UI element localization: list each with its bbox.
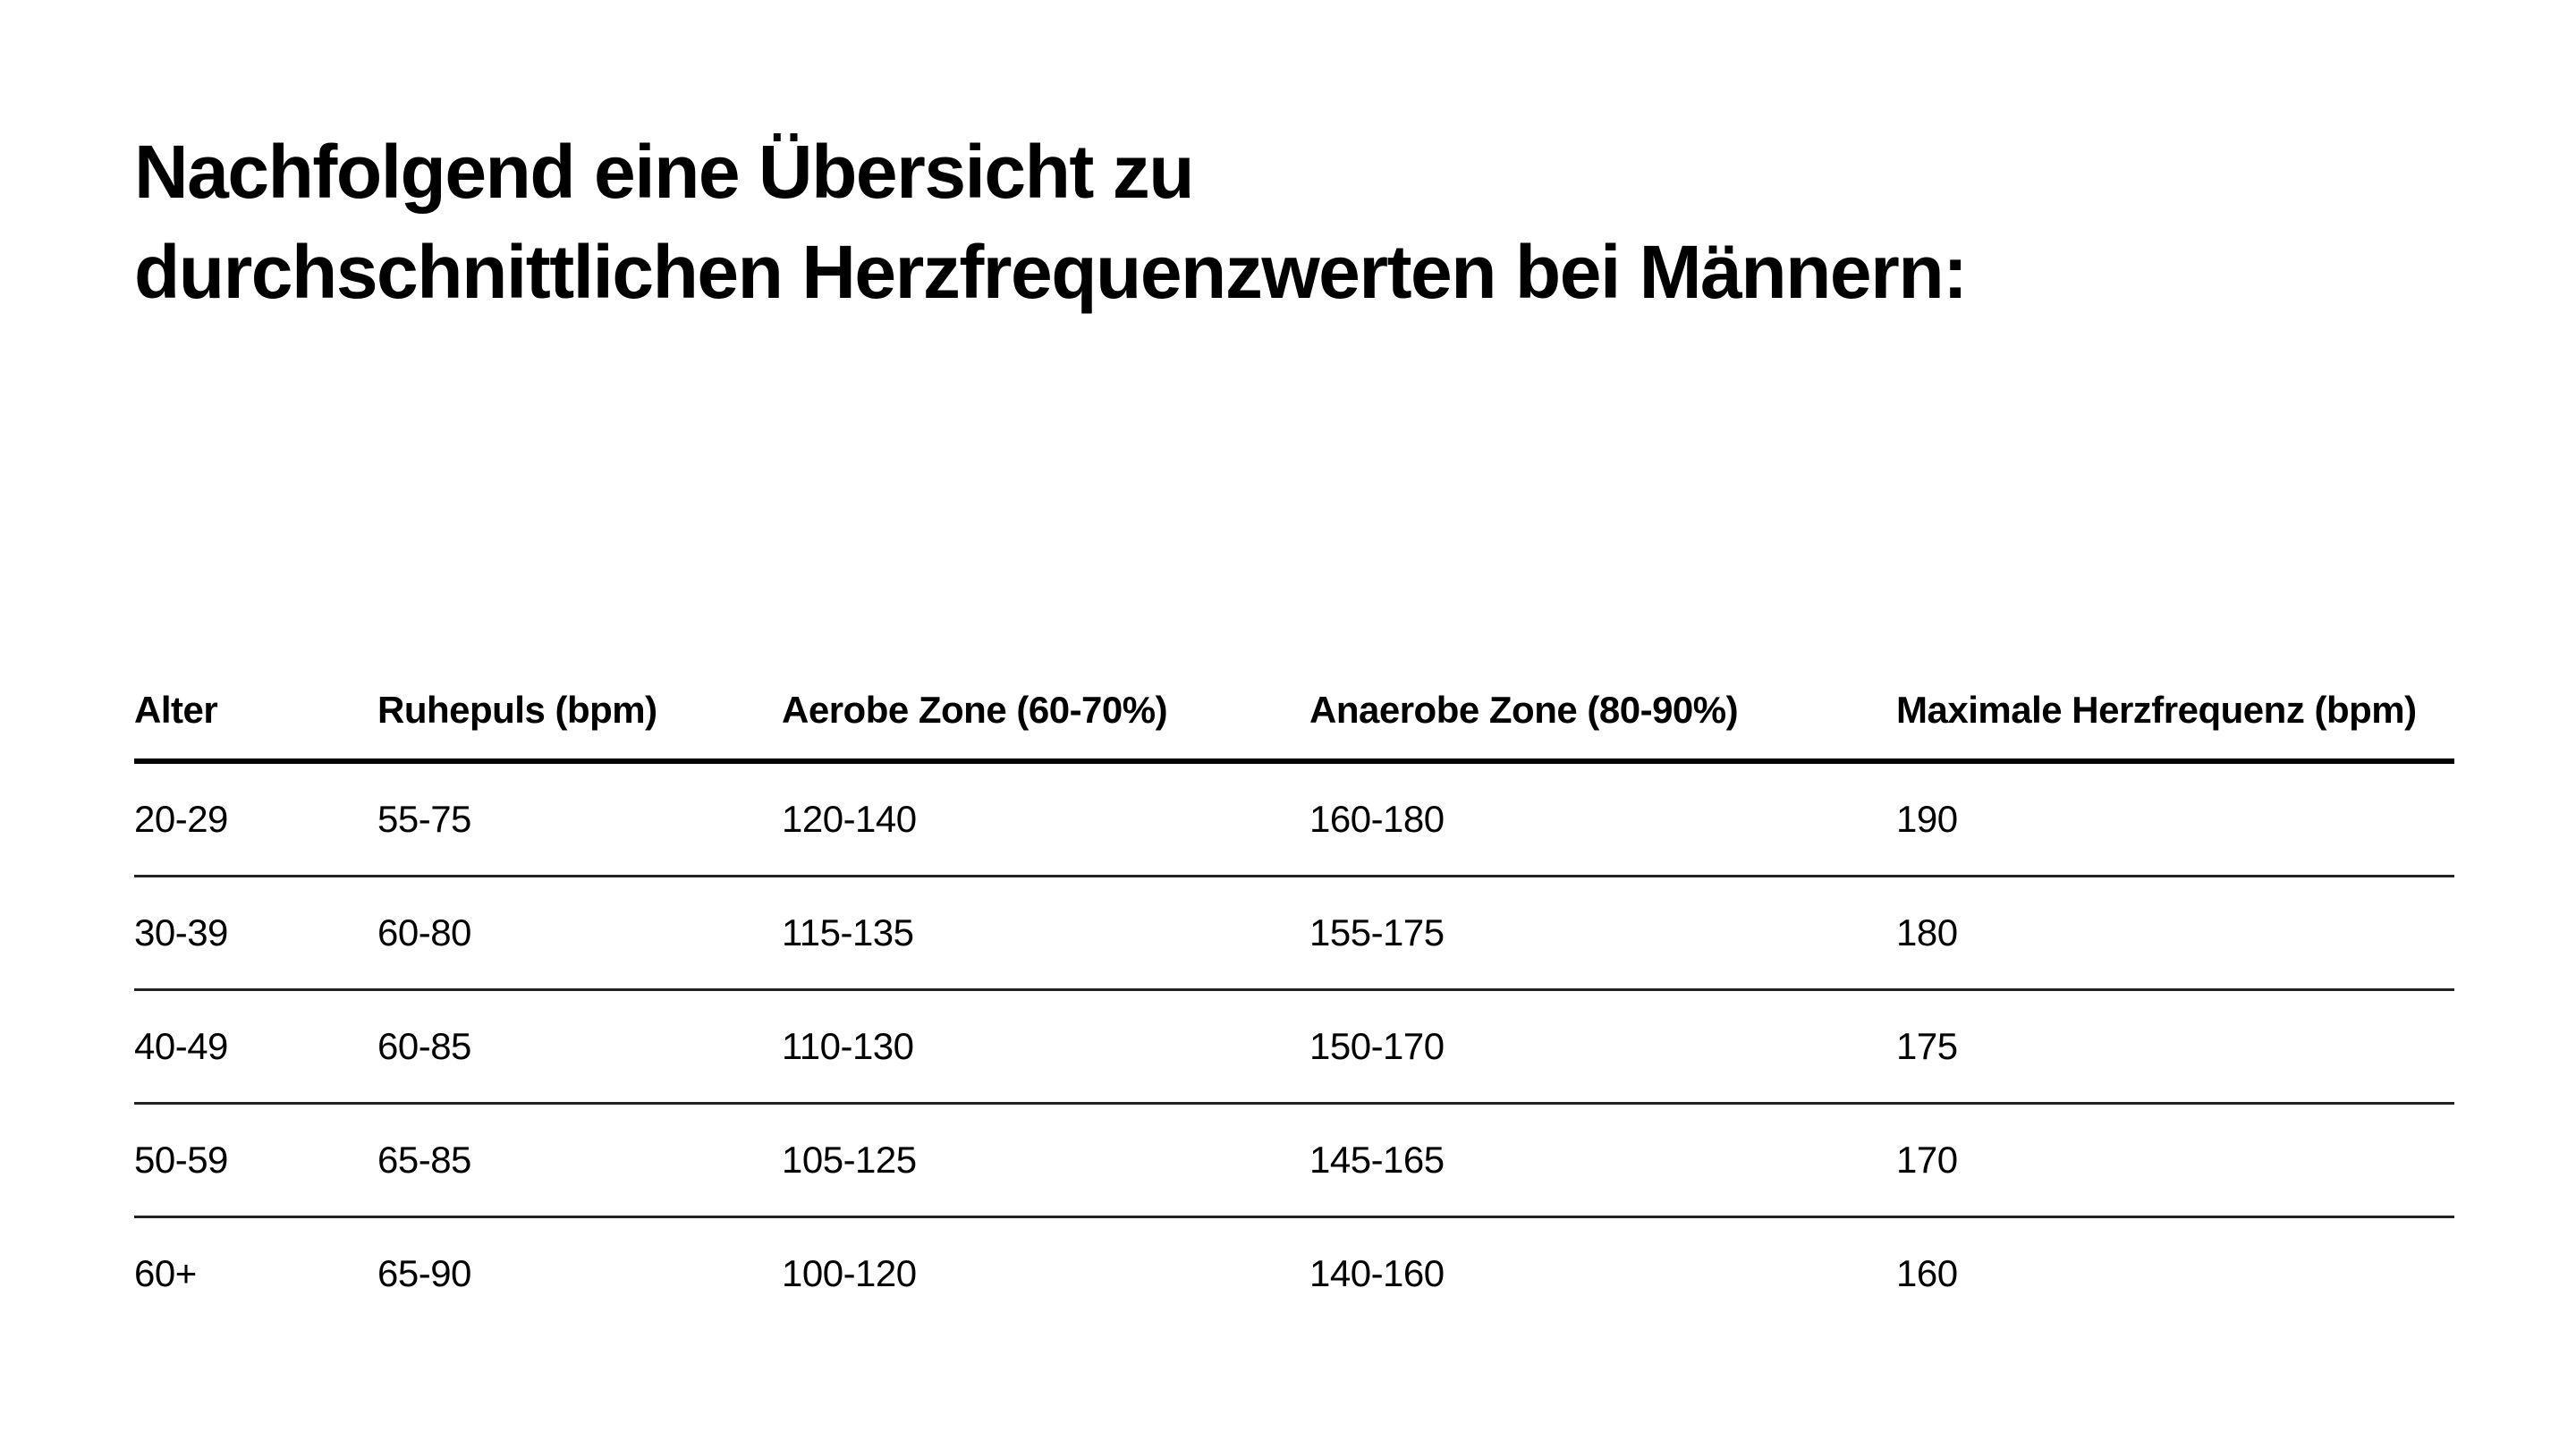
cell-age: 20-29: [134, 761, 377, 877]
header-resting-pulse: Ruhepuls (bpm): [377, 662, 782, 764]
table-row: 60+ 65-90 100-120 140-160 160: [134, 1217, 2454, 1330]
cell-resting-pulse: 60-80: [377, 876, 782, 991]
cell-resting-pulse: 65-85: [377, 1103, 782, 1218]
table-row: 40-49 60-85 110-130 150-170 175: [134, 989, 2454, 1105]
table-row: 50-59 65-85 105-125 145-165 170: [134, 1103, 2454, 1218]
header-anaerobic-zone: Anaerobe Zone (80-90%): [1309, 662, 1896, 764]
cell-max-heart-rate: 180: [1896, 876, 2454, 991]
cell-resting-pulse: 55-75: [377, 761, 782, 877]
cell-aerobic-zone: 120-140: [782, 761, 1309, 877]
cell-aerobic-zone: 115-135: [782, 876, 1309, 991]
table-header-row: Alter Ruhepuls (bpm) Aerobe Zone (60-70%…: [134, 662, 2454, 764]
table-row: 30-39 60-80 115-135 155-175 180: [134, 876, 2454, 991]
cell-age: 50-59: [134, 1103, 377, 1218]
cell-age: 60+: [134, 1252, 197, 1294]
cell-anaerobic-zone: 145-165: [1309, 1103, 1896, 1218]
title-line-2: durchschnittlichen Herzfrequenzwerten be…: [134, 230, 1968, 314]
table-row: 20-29 55-75 120-140 160-180 190: [134, 761, 2454, 877]
cell-age: 30-39: [134, 876, 377, 991]
cell-anaerobic-zone: 150-170: [1309, 989, 1896, 1105]
heart-rate-table: Alter Ruhepuls (bpm) Aerobe Zone (60-70%…: [134, 662, 2454, 1329]
cell-max-heart-rate: 175: [1896, 989, 2454, 1105]
header-age: Alter: [134, 662, 377, 764]
cell-resting-pulse: 65-90: [377, 1252, 471, 1294]
cell-max-heart-rate: 190: [1896, 761, 2454, 877]
cell-age: 40-49: [134, 989, 377, 1105]
cell-max-heart-rate: 170: [1896, 1103, 2454, 1218]
header-aerobic-zone: Aerobe Zone (60-70%): [782, 662, 1309, 764]
page-title: Nachfolgend eine Übersicht zu durchschni…: [134, 122, 2460, 322]
cell-aerobic-zone: 105-125: [782, 1103, 1309, 1218]
cell-max-heart-rate: 160: [1896, 1252, 1958, 1294]
cell-aerobic-zone: 110-130: [782, 989, 1309, 1105]
title-line-1: Nachfolgend eine Übersicht zu: [134, 130, 1195, 214]
cell-resting-pulse: 60-85: [377, 989, 782, 1105]
cell-anaerobic-zone: 140-160: [1309, 1252, 1445, 1294]
cell-anaerobic-zone: 160-180: [1309, 761, 1896, 877]
cell-aerobic-zone: 100-120: [782, 1252, 917, 1294]
header-max-heart-rate: Maximale Herzfrequenz (bpm): [1896, 662, 2454, 764]
cell-anaerobic-zone: 155-175: [1309, 876, 1896, 991]
